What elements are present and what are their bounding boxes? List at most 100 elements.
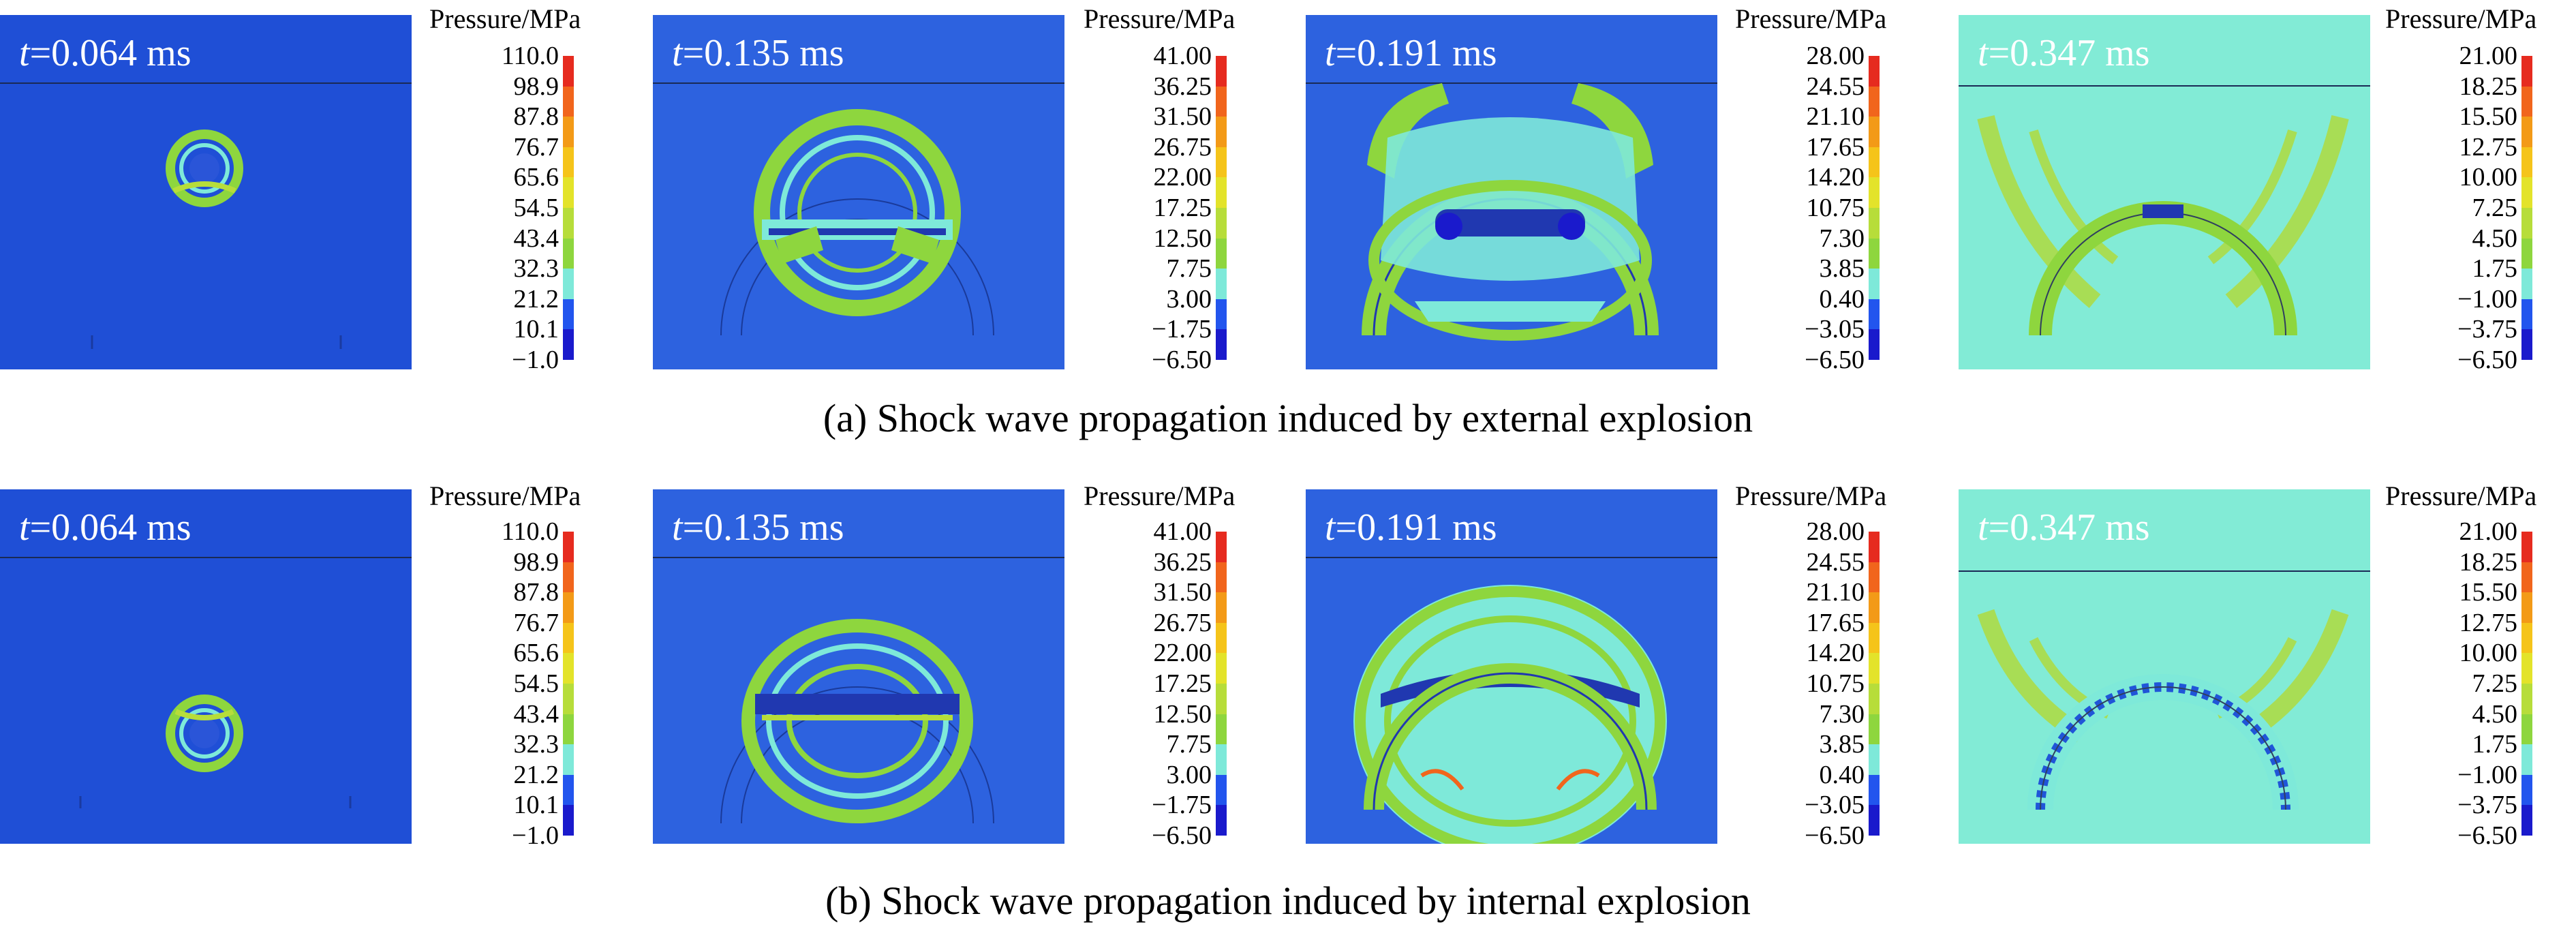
colorbar-segment xyxy=(1869,532,1880,562)
colorbar-tick-label: 54.5 xyxy=(513,669,559,698)
colorbar-segment xyxy=(1869,238,1880,269)
colorbar-tick-label: 12.75 xyxy=(2459,132,2518,162)
colorbar-segment xyxy=(563,177,574,208)
colorbar-title: Pressure/MPa xyxy=(2385,480,2537,511)
colorbar-segment xyxy=(563,683,574,714)
colorbar-segment xyxy=(1216,147,1227,178)
colorbar-tick-label: 3.00 xyxy=(1166,760,1212,789)
colorbar-ticks: 41.00 36.25 31.50 26.75 22.00 17.25 12.50 7.75 3… xyxy=(1109,43,1212,373)
time-label: t=0.135 ms xyxy=(672,506,844,549)
colorbar-segment xyxy=(2521,653,2532,684)
colorbar-segment xyxy=(563,805,574,836)
colorbar-tick-label: −6.50 xyxy=(1805,346,1865,374)
colorbar-segment xyxy=(1216,86,1227,117)
colorbar xyxy=(1869,532,1880,836)
colorbar-tick-label: 0.40 xyxy=(1819,760,1865,789)
colorbar-segment xyxy=(563,147,574,178)
colorbar-tick-label: 21.2 xyxy=(513,760,559,789)
colorbar-tick-label: 36.25 xyxy=(1153,547,1212,577)
colorbar-segment xyxy=(563,299,574,330)
colorbar-segment xyxy=(1216,177,1227,208)
colorbar-tick-label: −3.05 xyxy=(1805,791,1865,820)
colorbar-tick-label: −6.50 xyxy=(2457,346,2517,374)
colorbar-segment xyxy=(1869,299,1880,330)
colorbar-segment xyxy=(1869,653,1880,684)
time-label: t=0.064 ms xyxy=(19,506,191,549)
colorbar-segment xyxy=(2521,744,2532,775)
colorbar-segment xyxy=(563,207,574,239)
colorbar-segment xyxy=(1869,86,1880,117)
colorbar-tick-label: 98.9 xyxy=(513,72,559,101)
colorbar-tick-label: 76.7 xyxy=(513,608,559,637)
colorbar-segment xyxy=(1216,117,1227,147)
colorbar-tick-label: 43.4 xyxy=(513,224,559,253)
colorbar-segment xyxy=(563,714,574,745)
colorbar-tick-label: −3.75 xyxy=(2457,791,2517,820)
colorbar-segment xyxy=(1216,744,1227,775)
colorbar-segment xyxy=(1216,207,1227,239)
colorbar-tick-label: 18.25 xyxy=(2459,72,2518,101)
colorbar-ticks: 28.00 24.55 21.10 17.65 14.20 10.75 7.30 3.85 0.… xyxy=(1762,519,1865,849)
colorbar-segment xyxy=(2521,532,2532,562)
colorbar-tick-label: 65.6 xyxy=(513,163,559,192)
colorbar-segment xyxy=(563,653,574,684)
colorbar-segment xyxy=(1869,329,1880,360)
colorbar-tick-label: 36.25 xyxy=(1153,72,1212,101)
colorbar-tick-label: 3.85 xyxy=(1819,730,1865,759)
colorbar-segment xyxy=(2521,238,2532,269)
colorbar-segment xyxy=(563,86,574,117)
colorbar-segment xyxy=(1216,622,1227,654)
colorbar-tick-label: 21.10 xyxy=(1806,578,1865,607)
colorbar-segment xyxy=(1216,683,1227,714)
colorbar xyxy=(563,56,574,360)
colorbar xyxy=(1216,56,1227,360)
colorbar-segment xyxy=(1869,622,1880,654)
colorbar-tick-label: 22.00 xyxy=(1153,163,1212,192)
caption-a: (a) Shock wave propagation induced by ex… xyxy=(823,396,1753,440)
colorbar-tick-label: 43.4 xyxy=(513,699,559,729)
colorbar-segment xyxy=(1869,269,1880,299)
colorbar-tick-label: 87.8 xyxy=(513,578,559,607)
colorbar-tick-label: 17.65 xyxy=(1806,608,1865,637)
colorbar-ticks: 28.00 24.55 21.10 17.65 14.20 10.75 7.30 3.85 0.… xyxy=(1762,43,1865,373)
colorbar-tick-label: 14.20 xyxy=(1806,639,1865,668)
colorbar-segment xyxy=(2521,329,2532,360)
colorbar-tick-label: 0.40 xyxy=(1819,284,1865,314)
colorbar-tick-label: 3.85 xyxy=(1819,254,1865,284)
colorbar xyxy=(2521,532,2532,836)
colorbar-segment xyxy=(563,562,574,593)
colorbar-segment xyxy=(2521,56,2532,87)
colorbar-segment xyxy=(2521,622,2532,654)
colorbar-segment xyxy=(563,744,574,775)
colorbar-tick-label: 28.00 xyxy=(1806,42,1865,70)
colorbar-tick-label: 41.00 xyxy=(1153,517,1212,546)
colorbar-segment xyxy=(563,269,574,299)
colorbar-tick-label: 17.65 xyxy=(1806,132,1865,162)
colorbar-segment xyxy=(2521,683,2532,714)
colorbar-segment xyxy=(563,117,574,147)
time-label: t=0.191 ms xyxy=(1325,32,1497,74)
colorbar-tick-label: 76.7 xyxy=(513,132,559,162)
colorbar-title: Pressure/MPa xyxy=(429,480,581,511)
colorbar-tick-label: 31.50 xyxy=(1153,102,1212,132)
simulation-panel-b4: t=0.347 ms xyxy=(1959,489,2370,844)
colorbar-tick-label: −6.50 xyxy=(1152,346,1212,374)
colorbar-segment xyxy=(2521,592,2532,623)
time-label: t=0.135 ms xyxy=(672,32,844,74)
colorbar-tick-label: −3.75 xyxy=(2457,315,2517,344)
simulation-panel-a1: t=0.064 ms xyxy=(0,15,412,369)
colorbar-tick-label: 17.25 xyxy=(1153,669,1212,698)
colorbar-tick-label: 31.50 xyxy=(1153,578,1212,607)
colorbar-tick-label: 54.5 xyxy=(513,194,559,222)
colorbar-segment xyxy=(1869,562,1880,593)
colorbar-tick-label: 12.50 xyxy=(1153,699,1212,729)
colorbar-tick-label: 98.9 xyxy=(513,547,559,577)
colorbar-tick-label: 32.3 xyxy=(513,254,559,284)
colorbar-segment xyxy=(2521,207,2532,239)
colorbar-tick-label: 3.00 xyxy=(1166,284,1212,314)
colorbar-tick-label: 26.75 xyxy=(1153,608,1212,637)
colorbar-ticks: 21.00 18.25 15.50 12.75 10.00 7.25 4.50 1.75 −1.… xyxy=(2415,519,2517,849)
colorbar-ticks: 110.0 98.9 87.8 76.7 65.6 54.5 43.4 32.3 21.2 10.… xyxy=(457,519,559,849)
colorbar-tick-label: 10.00 xyxy=(2459,163,2518,192)
